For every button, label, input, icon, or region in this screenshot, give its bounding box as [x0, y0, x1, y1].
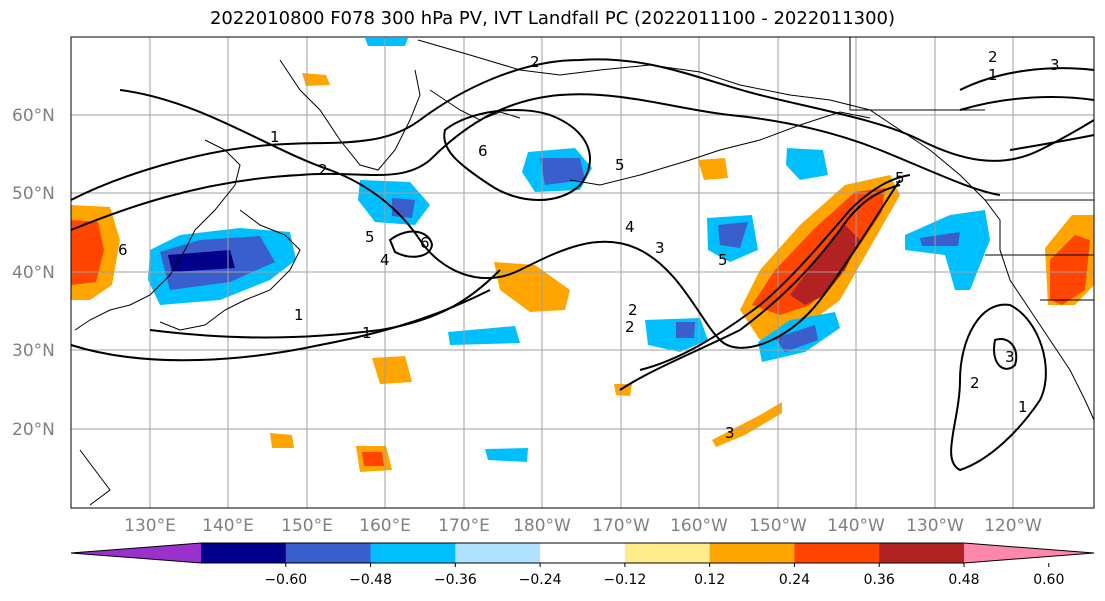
contour-label: 3	[1050, 56, 1060, 74]
contour-label: 6	[118, 241, 128, 259]
map-title: 2022010800 F078 300 hPa PV, IVT Landfall…	[209, 8, 896, 29]
colorbar-tick-label: −0.60	[264, 572, 307, 588]
negative-anomaly-mid	[718, 222, 748, 248]
pv-contours	[70, 58, 1095, 472]
colorbar-segment	[285, 543, 372, 563]
colorbar-segment	[709, 543, 795, 563]
lon-label: 180°W	[513, 516, 571, 536]
colorbar-segment	[455, 543, 541, 563]
lon-label: 170°E	[438, 516, 490, 536]
lat-label: 20°N	[12, 420, 55, 440]
contour-labels: 1 2 1 2 6 5 4 6 5 4 3 2 1 1 2 6 3 5 5 3 …	[118, 48, 1060, 442]
colorbar-extend-min	[71, 543, 201, 563]
lon-label: 140°W	[827, 516, 885, 536]
lon-label: 150°W	[749, 516, 807, 536]
positive-anomaly-core	[1050, 235, 1090, 305]
contour-label: 5	[615, 156, 625, 174]
colorbar-extend-max	[964, 543, 1094, 563]
colorbar-segment	[624, 543, 711, 563]
contour-label: 3	[725, 424, 735, 442]
contour-label: 2	[988, 48, 998, 66]
positive-anomaly-region	[270, 433, 294, 448]
map-gridlines	[71, 37, 1094, 508]
colorbar-tick-label: 0.12	[694, 572, 725, 588]
negative-anomaly-region	[485, 448, 528, 462]
contour-label: 2	[970, 374, 980, 392]
contour-label: 2	[628, 301, 638, 319]
negative-anomaly-region	[905, 210, 990, 290]
lon-label: 170°W	[592, 516, 650, 536]
colorbar-tick-label: 0.36	[864, 572, 895, 588]
colorbar-tick-label: −0.24	[519, 572, 562, 588]
colorbar-tick-label: 0.60	[1033, 572, 1064, 588]
positive-anomaly-core	[71, 220, 104, 285]
lon-label: 140°E	[202, 516, 254, 536]
negative-anomaly-mid	[392, 198, 415, 218]
positive-anomaly-core	[790, 225, 860, 305]
negative-anomaly-mid	[920, 232, 960, 246]
negative-anomaly-region	[786, 148, 828, 180]
positive-anomaly-core	[362, 452, 384, 466]
positive-anomaly-region	[698, 158, 728, 180]
contour-label: 1	[1018, 398, 1028, 416]
negative-anomaly-mid	[540, 158, 585, 185]
positive-anomaly-region	[372, 356, 412, 384]
lon-label: 130°W	[906, 516, 964, 536]
contour-label: 5	[365, 228, 375, 246]
lat-label: 30°N	[12, 341, 55, 361]
colorbar: −0.60 −0.48 −0.36 −0.24 −0.12 0.12 0.24 0.36 0.4…	[70, 542, 1095, 588]
lat-label: 60°N	[12, 106, 55, 126]
positive-anomaly-mid	[752, 188, 885, 315]
longitude-labels: 130°E 140°E 150°E 160°E 170°E 180°W 170°…	[124, 516, 1042, 536]
positive-anomaly-region	[614, 384, 632, 396]
contour-label: 3	[655, 239, 665, 257]
pc-fill-layer	[71, 38, 1094, 472]
latitude-labels: 60°N 50°N 40°N 30°N 20°N	[12, 106, 55, 440]
negative-anomaly-core	[168, 250, 235, 272]
contour-label: 2	[530, 53, 540, 71]
positive-anomaly-region	[712, 402, 782, 447]
contour-label: 1	[294, 306, 304, 324]
colorbar-segment	[201, 543, 287, 563]
lat-label: 50°N	[12, 184, 55, 204]
colorbar-segment	[370, 543, 456, 563]
lat-label: 40°N	[12, 263, 55, 283]
map-panel: 1 2 1 2 6 5 4 6 5 4 3 2 1 1 2 6 3 5 5 3 …	[70, 36, 1095, 509]
colorbar-tick-label: 0.24	[779, 572, 810, 588]
contour-label: 5	[895, 169, 905, 187]
negative-anomaly-region	[448, 326, 520, 345]
negative-anomaly-mid	[676, 322, 695, 338]
lon-label: 160°E	[359, 516, 411, 536]
contour-label: 5	[718, 251, 728, 269]
contour-label: 1	[362, 324, 372, 342]
lon-label: 120°W	[984, 516, 1042, 536]
negative-anomaly-region	[365, 38, 408, 46]
contour-label: 3	[1005, 348, 1015, 366]
contour-label: 4	[625, 218, 635, 236]
colorbar-segment	[879, 543, 965, 563]
colorbar-segment	[794, 543, 880, 563]
positive-anomaly-region	[302, 73, 330, 86]
map-frame	[70, 36, 1095, 509]
colorbar-tick-label: −0.12	[603, 572, 646, 588]
contour-label: 2	[625, 318, 635, 336]
contour-label: 2	[318, 161, 328, 179]
negative-anomaly-mid	[775, 325, 818, 352]
lon-label: 160°W	[670, 516, 728, 536]
contour-label: 4	[380, 251, 390, 269]
colorbar-segment	[540, 543, 626, 563]
contour-label: 6	[420, 234, 430, 252]
lon-label: 130°E	[124, 516, 176, 536]
colorbar-outline	[70, 542, 1095, 564]
coastlines	[74, 37, 1095, 506]
lon-label: 150°E	[281, 516, 333, 536]
contour-label: 1	[270, 128, 280, 146]
positive-anomaly-region	[494, 262, 570, 312]
contour-label: 1	[988, 66, 998, 84]
colorbar-tick-label: 0.48	[948, 572, 979, 588]
contour-label: 6	[478, 142, 488, 160]
colorbar-tick-label: −0.48	[349, 572, 392, 588]
colorbar-tick-label: −0.36	[434, 572, 477, 588]
